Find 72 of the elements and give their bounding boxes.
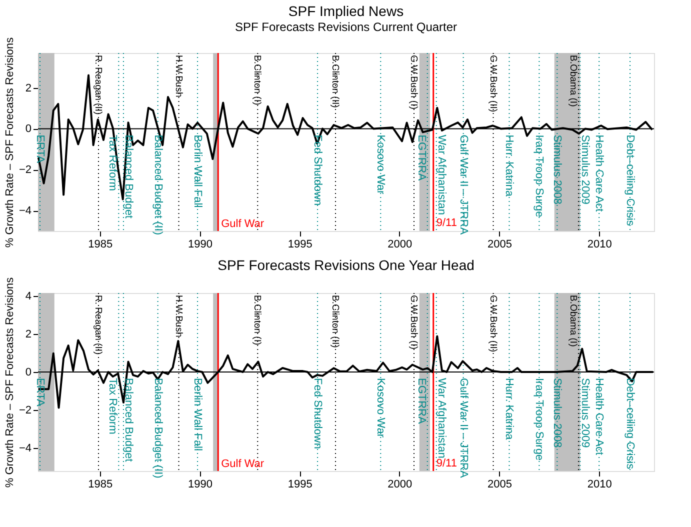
ref-line-label: War Afghanistan bbox=[435, 134, 448, 216]
ref-line-label: Iraq Troop Surge bbox=[533, 134, 546, 218]
y-tick-label: 2 bbox=[25, 82, 32, 94]
y-tick-label: −2 bbox=[18, 164, 32, 176]
ref-line-label: G.W.Bush (II) bbox=[487, 295, 498, 352]
y-tick-label: −2 bbox=[18, 404, 32, 417]
x-tick-label: 2010 bbox=[587, 478, 612, 490]
ref-line-label: Fed Shutdown bbox=[312, 134, 324, 206]
x-tick-label: 2010 bbox=[587, 238, 612, 250]
ref-line-label: H.W.Bush bbox=[172, 295, 184, 338]
ref-line-label: Iraq Troop Surge bbox=[533, 378, 546, 461]
annotation: 9/11 bbox=[436, 457, 457, 470]
y-tick-label: −4 bbox=[18, 442, 32, 455]
ref-line-label: Hurr. Katrina bbox=[503, 134, 516, 198]
ref-line-label: Tax Reform bbox=[106, 378, 119, 434]
chart-title: SPF Forecasts Revisions One Year Head bbox=[218, 256, 474, 273]
ref-line-label: Health Care Act bbox=[593, 134, 606, 212]
ref-line-label: Tax Reform bbox=[106, 134, 119, 191]
ref-line-label: Berlin Wall Fall bbox=[192, 134, 204, 208]
ref-line-label: Balanced Budget bbox=[122, 378, 134, 462]
ref-line-label: Berlin Wall Fall bbox=[192, 378, 204, 451]
ref-line-label: Stimulus 2008 bbox=[551, 378, 564, 448]
ref-line-label: G.W.Bush (I) bbox=[408, 55, 419, 110]
x-tick-label: 1995 bbox=[288, 238, 312, 250]
chart-subtitle: SPF Forecasts Revisions Current Quarter bbox=[234, 20, 458, 34]
ref-line-label: EGTRRA bbox=[415, 378, 428, 425]
ref-line-label: Kosovo War bbox=[374, 378, 387, 438]
annotation: 9/11 bbox=[436, 216, 457, 229]
ref-line-label: G.W.Bush (II) bbox=[487, 55, 498, 112]
y-tick-label: −4 bbox=[18, 205, 32, 218]
ref-line-label: War Afghanistan bbox=[435, 378, 448, 458]
ref-line-label: G.W.Bush (I) bbox=[408, 295, 419, 350]
ref-line-label: Balanced Budget bbox=[122, 134, 134, 218]
ref-line-label: B.Clinton (II) bbox=[330, 55, 341, 108]
y-tick-label: 2 bbox=[25, 328, 32, 340]
ref-line-label: B.Clinton (II) bbox=[330, 295, 341, 348]
x-tick-label: 2005 bbox=[488, 478, 512, 490]
y-axis-title: % Growth Rate – SPF Forecasts Revisions bbox=[4, 36, 16, 248]
ref-line-label: Debt–ceiling Crisis bbox=[624, 134, 636, 226]
ref-line-label: Fed Shutdown bbox=[312, 378, 324, 449]
x-tick-label: 1990 bbox=[188, 238, 212, 250]
ref-line-label: ERTA bbox=[34, 378, 46, 407]
x-tick-label: 1990 bbox=[188, 478, 212, 490]
x-tick-label: 2005 bbox=[488, 238, 512, 250]
ref-line-label: Gulf War bbox=[221, 458, 264, 470]
ref-line-label: B.Clinton (I) bbox=[252, 295, 263, 346]
ref-line-label: Balanced Budget (II) bbox=[152, 134, 164, 235]
ref-line-label: B.Clinton (I) bbox=[252, 55, 263, 106]
x-tick-label: 2000 bbox=[388, 478, 412, 490]
ref-line-label: Kosovo War bbox=[374, 134, 387, 195]
ref-line-label: Hurr. Katrina bbox=[503, 378, 516, 441]
y-tick-label: 0 bbox=[25, 123, 32, 136]
ref-line-label: EGTRRA bbox=[415, 134, 428, 182]
ref-line-label: Stimulus 2008 bbox=[551, 134, 564, 204]
x-tick-label: 1995 bbox=[288, 478, 312, 490]
ref-line-label: H.W.Bush bbox=[172, 55, 184, 98]
x-tick-label: 1985 bbox=[88, 478, 113, 490]
x-tick-label: 1985 bbox=[88, 238, 113, 250]
ref-line-label: Balanced Budget (II) bbox=[152, 378, 164, 478]
y-tick-label: 0 bbox=[25, 366, 32, 379]
ref-line-label: ERTA bbox=[34, 134, 46, 164]
x-tick-label: 2000 bbox=[388, 238, 412, 250]
ref-line-label: Gulf War bbox=[221, 218, 264, 230]
ref-line-label: Debt–ceiling Crisis bbox=[624, 378, 636, 470]
chart-title: SPF Implied News bbox=[288, 2, 404, 19]
ref-line-label: B.Obama (I) bbox=[568, 55, 579, 107]
ref-line-label: Stimulus 2009 bbox=[579, 134, 592, 204]
ref-line-label: B.Obama (I) bbox=[568, 295, 579, 347]
y-tick-label: 4 bbox=[25, 290, 32, 302]
ref-line-label: Stimulus 2009 bbox=[579, 378, 592, 448]
ref-line-label: Health Care Act bbox=[593, 378, 606, 456]
y-axis-title: % Growth Rate – SPF Forecasts Revisions bbox=[4, 276, 16, 488]
